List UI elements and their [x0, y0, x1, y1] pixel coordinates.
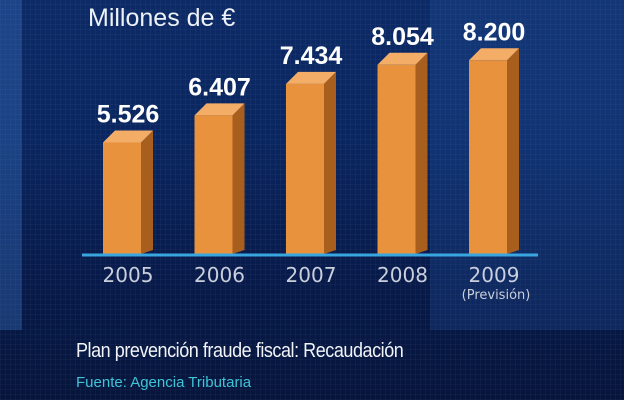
data-label-2006: 6.407 — [188, 73, 251, 101]
bar-side-2009 — [507, 48, 519, 254]
bar-side-2006 — [232, 103, 245, 254]
x-tick-label-2006: 2006 — [194, 263, 245, 287]
background-panel — [430, 0, 624, 330]
x-tick-note-2009: (Previsión) — [462, 288, 531, 303]
bar-side-2005 — [141, 130, 153, 254]
y-axis-unit-label: Millones de € — [88, 4, 236, 32]
bar-top-2005 — [103, 130, 153, 143]
bar-top-2006 — [194, 103, 245, 116]
x-tick-label-2008: 2008 — [377, 263, 428, 287]
x-tick-label-2009: 2009 — [469, 263, 520, 287]
bar-front-2008 — [377, 64, 416, 254]
bar-front-2006 — [194, 115, 233, 254]
bar-top-2009 — [469, 48, 519, 61]
chart-title: Plan prevención fraude fiscal: Recaudaci… — [76, 340, 404, 362]
data-label-2008: 8.054 — [371, 23, 434, 51]
data-label-2009: 8.200 — [463, 18, 526, 46]
data-label-2007: 7.434 — [280, 42, 343, 70]
bar-front-2009 — [469, 60, 507, 254]
background-left-panel — [0, 0, 22, 330]
x-tick-label-2007: 2007 — [286, 263, 337, 287]
chart-source: Fuente: Agencia Tributaria — [76, 374, 252, 391]
bar-top-2007 — [286, 71, 336, 84]
bar-front-2005 — [103, 142, 141, 254]
data-label-2005: 5.526 — [97, 101, 160, 129]
bar-top-2008 — [377, 52, 428, 65]
bar-front-2007 — [286, 83, 324, 254]
x-tick-label-2005: 2005 — [103, 263, 154, 287]
bar-side-2008 — [415, 52, 428, 255]
bar-side-2007 — [324, 71, 336, 254]
